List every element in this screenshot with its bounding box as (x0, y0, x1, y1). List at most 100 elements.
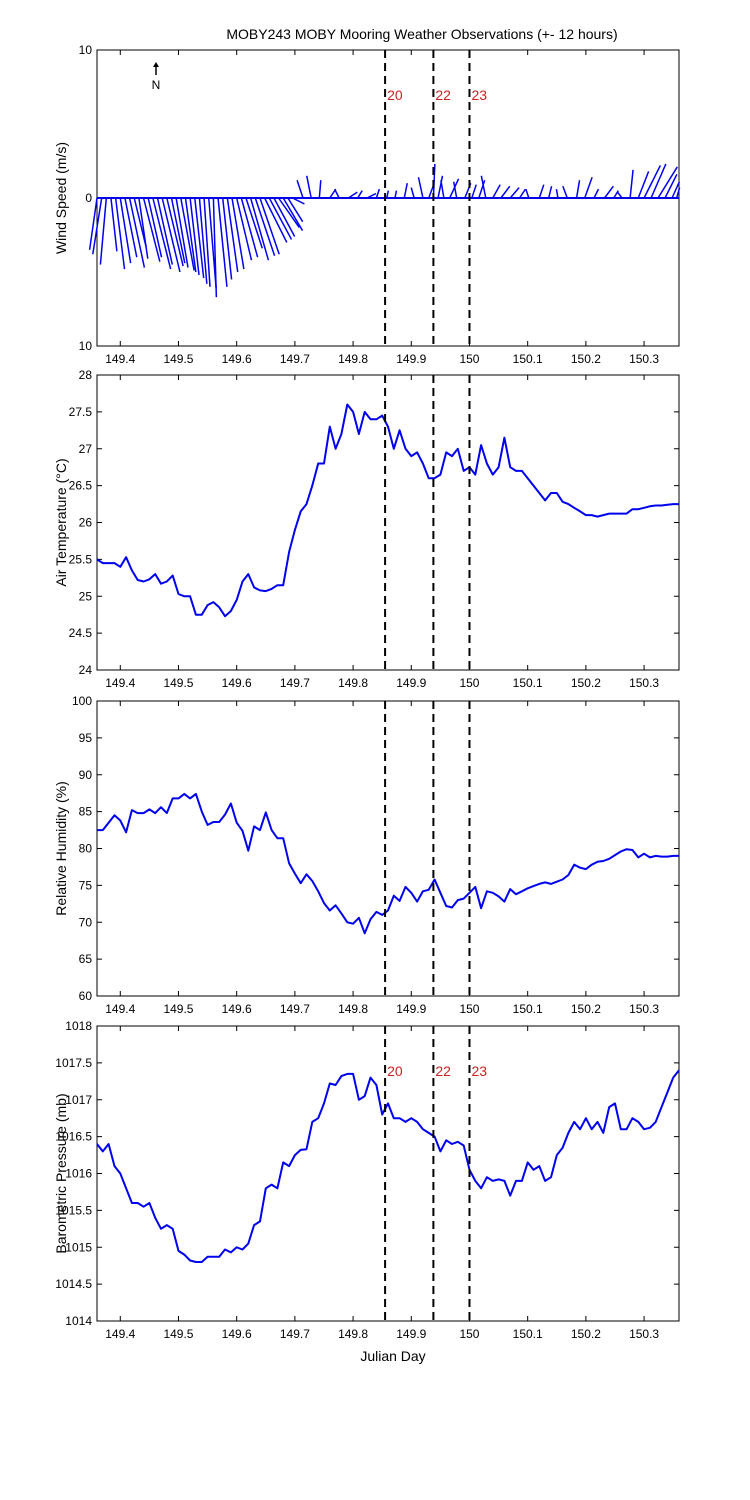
y-tick-label: 1014 (65, 1314, 92, 1328)
x-tick-label: 150 (459, 676, 479, 690)
x-tick-label: 150.3 (629, 676, 659, 690)
plots-container: 149.4 149.5 149.6 149.7 149.8 149.9 150 150.1 15… (53, 43, 681, 1341)
x-tick-label: 150.3 (629, 352, 659, 366)
wind-stick (138, 197, 149, 259)
wind-stick (114, 197, 126, 270)
y-tick-label: 1015.5 (55, 1203, 92, 1217)
y-tick-label: 1018 (65, 1019, 92, 1033)
wind-stick (492, 184, 501, 199)
barometric-pressure-series-line (96, 1069, 680, 1263)
x-tick-label: 149.5 (163, 1327, 193, 1341)
wind-stick (254, 197, 276, 256)
wind-stick (452, 181, 458, 199)
event-marker-label: 22 (435, 87, 451, 103)
wind-stick (603, 185, 614, 199)
wind-stick (99, 197, 108, 265)
event-marker-label: 20 (387, 1063, 403, 1079)
wind-speed-panel: 149.4 149.5 149.6 149.7 149.8 149.9 150 150.1 15… (53, 43, 681, 366)
y-tick-label: 85 (79, 805, 93, 819)
x-tick-label: 150.2 (571, 1002, 601, 1016)
y-tick-label: 25.5 (69, 552, 93, 566)
wind-stick (449, 178, 460, 199)
y-tick-label: 24.5 (69, 626, 93, 640)
x-tick-label: 149.7 (280, 676, 310, 690)
y-tick-label: 1017 (65, 1093, 92, 1107)
wind-stick (282, 197, 304, 231)
wind-stick (357, 190, 363, 199)
x-tick-label: 149.9 (396, 676, 426, 690)
y-tick-label: 100 (72, 694, 92, 708)
wind-stick (584, 177, 593, 199)
x-tick-label: 150 (459, 1327, 479, 1341)
wind-stick (128, 197, 146, 268)
x-tick-label: 149.5 (163, 1002, 193, 1016)
north-arrow-head-icon (153, 62, 159, 67)
x-tick-label: 150.1 (513, 352, 543, 366)
wind-stick (268, 197, 293, 240)
x-tick-label: 150.3 (629, 1002, 659, 1016)
wind-stick (555, 188, 559, 199)
x-tick-label: 149.6 (222, 676, 252, 690)
wind-stick (480, 175, 487, 199)
wind-stick (478, 180, 486, 199)
wind-stick (240, 197, 259, 258)
wind-stick (198, 197, 208, 284)
wind-stick (235, 197, 253, 261)
wind-stick (643, 165, 662, 199)
wind-stick (410, 187, 415, 199)
y-tick-label: 27 (79, 442, 93, 456)
x-tick-label: 150.1 (513, 1327, 543, 1341)
x-tick-label: 150.2 (571, 676, 601, 690)
wind-stick (525, 188, 530, 199)
wind-stick (296, 180, 304, 199)
wind-stick (180, 197, 195, 271)
wind-stick (629, 169, 634, 199)
wind-stick (166, 197, 184, 267)
wind-stick (318, 180, 322, 199)
wind-stick (386, 190, 390, 199)
wind-stick (518, 188, 527, 199)
event-marker-label: 20 (387, 87, 403, 103)
x-tick-label: 149.6 (222, 1002, 252, 1016)
x-tick-label: 149.8 (338, 676, 368, 690)
wind-stick (170, 197, 186, 264)
wind-stick (156, 197, 174, 265)
air-temperature-y-label: Air Temperature (°C) (53, 458, 69, 586)
x-tick-label: 149.4 (105, 1002, 135, 1016)
y-tick-label: 65 (79, 952, 93, 966)
air-temperature-series-line (96, 403, 679, 618)
relative-humidity-frame (96, 700, 680, 997)
wind-stick (616, 191, 623, 199)
y-tick-label: 10 (79, 339, 93, 353)
y-tick-label: 75 (79, 878, 93, 892)
relative-humidity-panel: 149.4 149.5 149.6 149.7 149.8 149.9 150 150.1 15… (53, 694, 680, 1016)
wind-stick (547, 185, 553, 199)
wind-stick (249, 197, 270, 261)
wind-stick (189, 197, 200, 276)
x-tick-label: 150.1 (513, 1002, 543, 1016)
wind-stick (273, 197, 296, 237)
wind-stick (657, 166, 678, 199)
wind-stick (292, 197, 305, 205)
wind-stick (142, 197, 161, 262)
air-temperature-frame (96, 374, 680, 671)
x-tick-label: 150.2 (571, 352, 601, 366)
x-tick-label: 149.5 (163, 352, 193, 366)
wind-stick (394, 190, 398, 199)
wind-stick (348, 191, 358, 199)
wind-stick (203, 197, 211, 287)
wind-stick (263, 197, 288, 243)
y-tick-label: 90 (79, 768, 93, 782)
x-tick-label: 150 (459, 352, 479, 366)
wind-stick (88, 197, 98, 250)
wind-stick (152, 197, 172, 270)
wind-stick (287, 197, 304, 223)
x-tick-label: 149.9 (396, 352, 426, 366)
wind-stick (212, 197, 218, 298)
y-tick-label: 95 (79, 731, 93, 745)
y-tick-label: 1014.5 (55, 1277, 92, 1291)
y-tick-label: 26 (79, 516, 93, 530)
y-tick-label: 24 (79, 663, 93, 677)
event-marker-label: 23 (471, 1063, 487, 1079)
